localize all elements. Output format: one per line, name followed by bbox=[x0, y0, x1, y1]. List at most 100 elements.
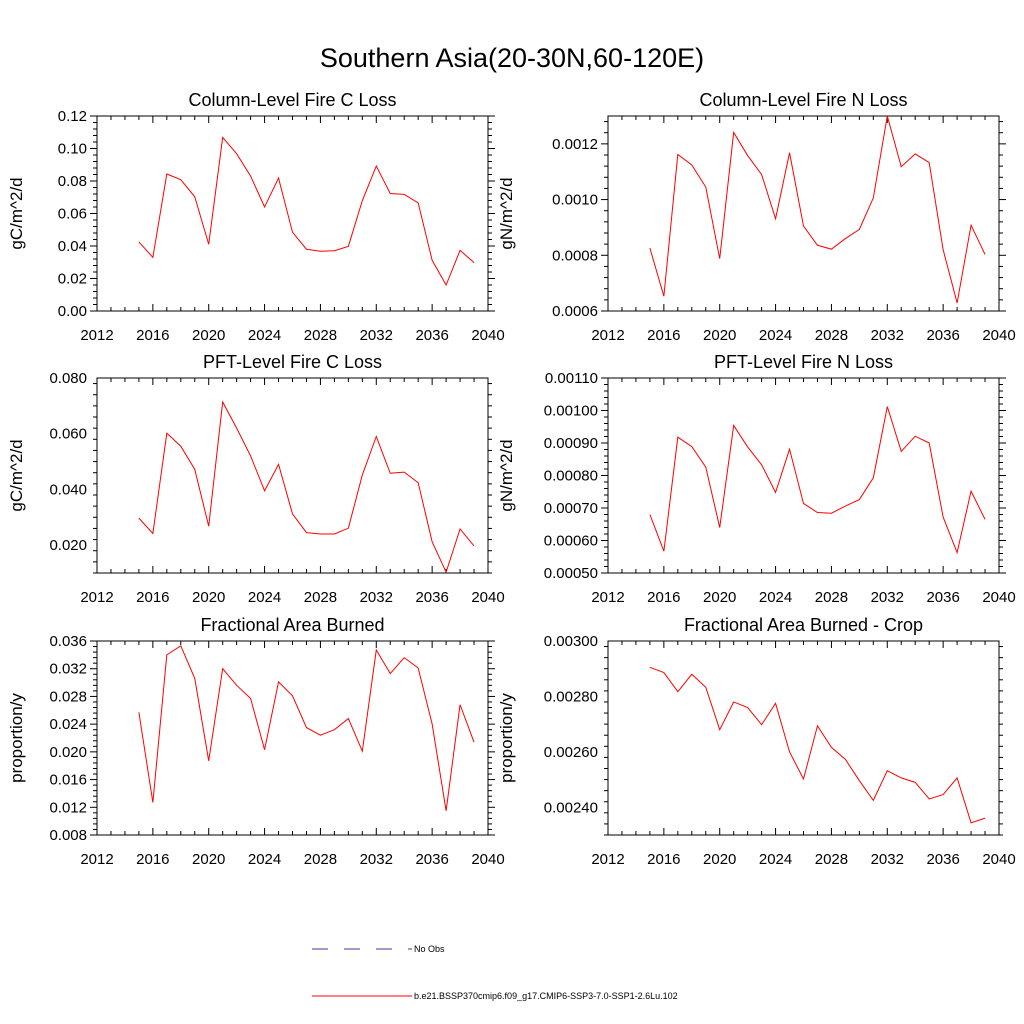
x-tick-label: 2036 bbox=[415, 589, 448, 606]
y-tick-label: 0.036 bbox=[49, 633, 87, 650]
y-tick-label: 0.0010 bbox=[552, 192, 598, 209]
x-tick-label: 2028 bbox=[815, 327, 848, 344]
y-tick-label: 0.02 bbox=[58, 271, 87, 288]
y-tick-label: 0.00050 bbox=[544, 565, 598, 582]
x-tick-label: 2028 bbox=[304, 327, 337, 344]
figure-title: Southern Asia(20-30N,60-120E) bbox=[320, 43, 704, 73]
x-tick-label: 2028 bbox=[815, 851, 848, 868]
y-tick-label: 0.00240 bbox=[544, 799, 598, 816]
x-tick-label: 2028 bbox=[815, 589, 848, 606]
x-tick-label: 2040 bbox=[982, 851, 1015, 868]
y-tick-label: 0.10 bbox=[58, 141, 87, 158]
y-tick-label: 0.032 bbox=[49, 661, 87, 678]
panel-title-area-burned-crop: Fractional Area Burned - Crop bbox=[684, 615, 923, 635]
panel-pft-fire-c: 2012 2016 2020 2024 2028 2032 2036 2040 0.020 0.0… bbox=[7, 352, 505, 606]
y-tick-label: 0.024 bbox=[49, 716, 87, 733]
legend-label-model: b.e21.BSSP370cmip6.f09_g17.CMIP6-SSP3-7.… bbox=[414, 991, 678, 1001]
y-tick-label: 0.008 bbox=[49, 827, 87, 844]
x-tick-label: 2012 bbox=[591, 327, 624, 344]
y-axis-label-pft-fire-c: gC/m^2/d bbox=[7, 439, 26, 511]
series-line-area-burned-crop bbox=[649, 666, 986, 824]
x-tick-label: 2040 bbox=[471, 851, 504, 868]
x-tick-label: 2020 bbox=[703, 589, 736, 606]
x-tick-label: 2024 bbox=[759, 589, 792, 606]
panel-col-fire-c: 2012 2016 2020 2024 2028 2032 2036 2040 0.00 0.02… bbox=[7, 90, 505, 344]
x-tick-label: 2024 bbox=[248, 327, 281, 344]
x-tick-label: 2020 bbox=[192, 327, 225, 344]
y-tick-label: 0.00070 bbox=[544, 500, 598, 517]
series-line-pft-fire-c bbox=[138, 400, 475, 574]
y-tick-label: 0.00260 bbox=[544, 744, 598, 761]
legend-label-no-obs: No Obs bbox=[414, 944, 445, 954]
x-tick-label: 2012 bbox=[591, 851, 624, 868]
series-line-area-burned bbox=[138, 645, 475, 811]
y-axis-label-col-fire-c: gC/m^2/d bbox=[7, 177, 26, 249]
panel-col-fire-n: 2012 2016 2020 2024 2028 2032 2036 2040 0.0006 0.… bbox=[497, 90, 1016, 344]
series-line-pft-fire-n bbox=[649, 406, 986, 555]
x-tick-label: 2032 bbox=[360, 851, 393, 868]
x-tick-label: 2012 bbox=[80, 851, 113, 868]
x-tick-label: 2016 bbox=[647, 851, 680, 868]
y-axis-label-col-fire-n: gN/m^2/d bbox=[497, 177, 516, 249]
x-tick-label: 2028 bbox=[304, 589, 337, 606]
x-tick-label: 2036 bbox=[415, 851, 448, 868]
series-line-col-fire-n bbox=[649, 115, 986, 304]
y-tick-label: 0.00 bbox=[58, 303, 87, 320]
x-tick-label: 2032 bbox=[360, 589, 393, 606]
y-tick-label: 0.020 bbox=[49, 744, 87, 761]
x-tick-label: 2020 bbox=[192, 589, 225, 606]
x-tick-label: 2032 bbox=[871, 851, 904, 868]
plot-frame bbox=[96, 115, 489, 312]
legend: No Obs b.e21.BSSP370cmip6.f09_g17.CMIP6-… bbox=[312, 944, 678, 1001]
y-tick-label: 0.12 bbox=[58, 108, 87, 125]
panel-title-pft-fire-c: PFT-Level Fire C Loss bbox=[203, 352, 382, 372]
x-tick-label: 2016 bbox=[647, 327, 680, 344]
x-tick-label: 2012 bbox=[591, 589, 624, 606]
y-tick-label: 0.00280 bbox=[544, 688, 598, 705]
y-tick-label: 0.06 bbox=[58, 206, 87, 223]
panel-title-pft-fire-n: PFT-Level Fire N Loss bbox=[714, 352, 893, 372]
x-tick-label: 2036 bbox=[415, 327, 448, 344]
y-tick-label: 0.04 bbox=[58, 238, 87, 255]
x-tick-label: 2020 bbox=[192, 851, 225, 868]
plot-frame bbox=[607, 640, 1000, 836]
plot-frame bbox=[96, 377, 489, 574]
panel-area-burned-crop: 2012 2016 2020 2024 2028 2032 2036 2040 0.00240 0… bbox=[497, 615, 1016, 868]
x-tick-label: 2032 bbox=[871, 327, 904, 344]
x-tick-label: 2024 bbox=[759, 851, 792, 868]
x-tick-label: 2016 bbox=[136, 589, 169, 606]
y-axis-label-area-burned-crop: proportion/y bbox=[497, 693, 516, 783]
series-line-col-fire-c bbox=[138, 136, 475, 287]
y-axis-label-pft-fire-n: gN/m^2/d bbox=[497, 439, 516, 511]
x-tick-label: 2036 bbox=[926, 327, 959, 344]
y-tick-label: 0.00080 bbox=[544, 468, 598, 485]
x-tick-label: 2012 bbox=[80, 327, 113, 344]
x-tick-label: 2032 bbox=[871, 589, 904, 606]
x-tick-label: 2036 bbox=[926, 851, 959, 868]
x-tick-label: 2020 bbox=[703, 327, 736, 344]
x-tick-label: 2024 bbox=[759, 327, 792, 344]
plot-frame bbox=[607, 377, 1000, 574]
y-tick-label: 0.012 bbox=[49, 799, 87, 816]
x-tick-label: 2040 bbox=[982, 589, 1015, 606]
y-tick-label: 0.08 bbox=[58, 173, 87, 190]
y-tick-label: 0.00110 bbox=[545, 370, 598, 387]
y-tick-label: 0.00060 bbox=[544, 533, 598, 550]
y-tick-label: 0.016 bbox=[49, 772, 87, 789]
y-tick-label: 0.0006 bbox=[552, 303, 598, 320]
y-tick-label: 0.080 bbox=[49, 370, 87, 387]
y-tick-label: 0.060 bbox=[49, 426, 87, 443]
y-axis-label-area-burned: proportion/y bbox=[7, 693, 26, 783]
x-tick-label: 2024 bbox=[248, 851, 281, 868]
panel-title-area-burned: Fractional Area Burned bbox=[200, 615, 384, 635]
x-tick-label: 2016 bbox=[136, 327, 169, 344]
y-tick-label: 0.0008 bbox=[552, 247, 598, 264]
x-tick-label: 2040 bbox=[982, 327, 1015, 344]
panel-title-col-fire-c: Column-Level Fire C Loss bbox=[188, 90, 396, 110]
x-tick-label: 2024 bbox=[248, 589, 281, 606]
x-tick-label: 2040 bbox=[471, 589, 504, 606]
x-tick-label: 2020 bbox=[703, 851, 736, 868]
plot-frame bbox=[607, 115, 1000, 312]
